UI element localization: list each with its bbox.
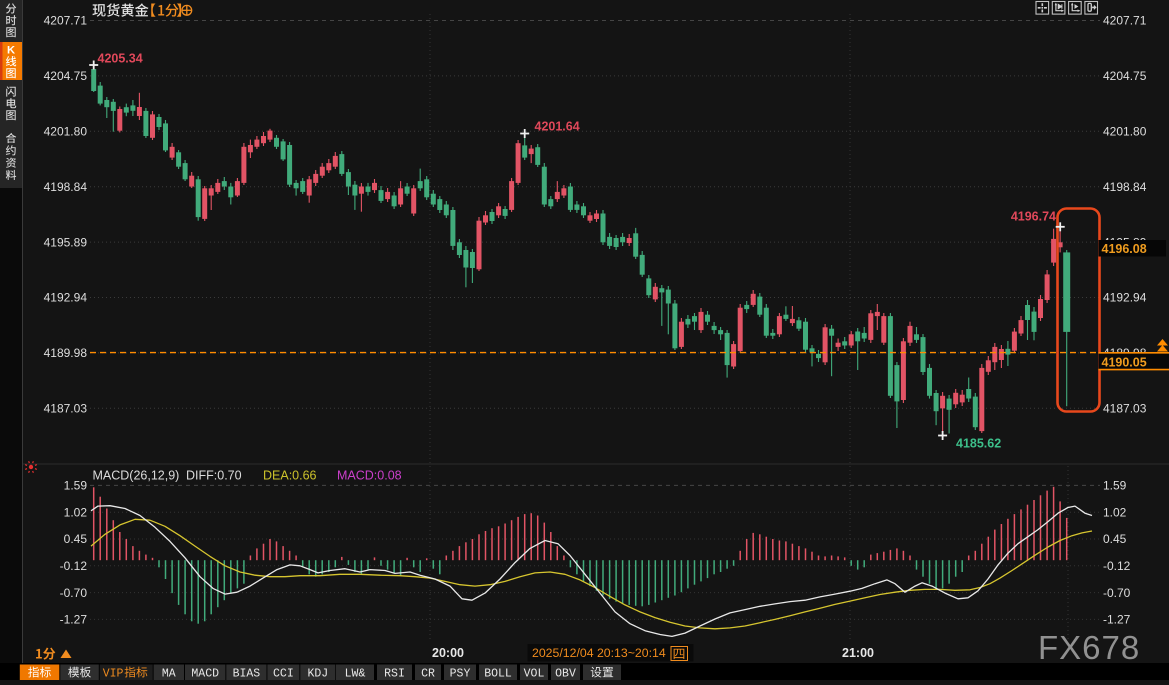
svg-text:4205.34: 4205.34 — [98, 52, 143, 66]
svg-text:4192.94: 4192.94 — [44, 291, 88, 305]
svg-text:CR: CR — [421, 668, 435, 681]
svg-text:1.59: 1.59 — [64, 479, 88, 493]
svg-text:4204.75: 4204.75 — [44, 69, 88, 83]
svg-text:4195.89: 4195.89 — [44, 235, 88, 249]
svg-text:4187.03: 4187.03 — [1103, 402, 1147, 416]
svg-text:0.45: 0.45 — [1103, 532, 1127, 546]
svg-text:4190.05: 4190.05 — [1102, 355, 1147, 369]
svg-text:4207.71: 4207.71 — [1103, 14, 1147, 28]
svg-text:-0.70: -0.70 — [1103, 586, 1131, 600]
svg-text:MACD: MACD — [191, 668, 219, 681]
svg-text:VIP: VIP — [103, 668, 124, 681]
svg-text:MACD:0.08: MACD:0.08 — [337, 469, 402, 483]
svg-text:BIAS: BIAS — [233, 668, 261, 681]
svg-text:0.45: 0.45 — [64, 532, 88, 546]
svg-text:MA: MA — [162, 668, 176, 681]
svg-text:4192.94: 4192.94 — [1103, 291, 1147, 305]
svg-text:4198.84: 4198.84 — [44, 180, 88, 194]
svg-text:4189.98: 4189.98 — [44, 346, 88, 360]
svg-text:KDJ: KDJ — [307, 668, 328, 681]
svg-text:1.02: 1.02 — [64, 505, 88, 519]
svg-text:-1.27: -1.27 — [1103, 613, 1131, 627]
svg-text:4198.84: 4198.84 — [1103, 180, 1147, 194]
svg-text:4201.64: 4201.64 — [535, 120, 580, 134]
svg-text:1.59: 1.59 — [1103, 479, 1127, 493]
svg-text:CCI: CCI — [273, 668, 294, 681]
svg-text:RSI: RSI — [384, 668, 405, 681]
svg-text:PSY: PSY — [450, 668, 471, 681]
svg-text:LW&: LW& — [345, 668, 366, 681]
svg-text:MACD(26,12,9): MACD(26,12,9) — [93, 469, 180, 483]
svg-text:K: K — [7, 45, 15, 57]
svg-text:21:00: 21:00 — [842, 646, 874, 660]
svg-text:20:00: 20:00 — [432, 646, 464, 660]
svg-text:4196.08: 4196.08 — [1102, 242, 1147, 256]
svg-text:OBV: OBV — [555, 668, 576, 681]
svg-text:4201.80: 4201.80 — [44, 125, 88, 139]
svg-text:2025/12/04 20:13~20:14: 2025/12/04 20:13~20:14 — [532, 646, 666, 660]
svg-text:4204.75: 4204.75 — [1103, 69, 1147, 83]
svg-text:-0.12: -0.12 — [1103, 559, 1131, 573]
svg-text:DEA:0.66: DEA:0.66 — [263, 469, 317, 483]
svg-text:4196.74: 4196.74 — [1011, 210, 1056, 224]
svg-text:-0.70: -0.70 — [60, 586, 88, 600]
svg-text:-0.12: -0.12 — [60, 559, 88, 573]
svg-text:FX678: FX678 — [1038, 629, 1140, 666]
svg-text:4207.71: 4207.71 — [44, 14, 88, 28]
svg-text:VOL: VOL — [524, 668, 545, 681]
svg-text:4185.62: 4185.62 — [956, 437, 1001, 451]
svg-text:BOLL: BOLL — [484, 668, 512, 681]
svg-text:-1.27: -1.27 — [60, 613, 88, 627]
svg-text:DIFF:0.70: DIFF:0.70 — [186, 469, 242, 483]
svg-text:4187.03: 4187.03 — [44, 402, 88, 416]
svg-text:1.02: 1.02 — [1103, 505, 1127, 519]
svg-text:4201.80: 4201.80 — [1103, 125, 1147, 139]
